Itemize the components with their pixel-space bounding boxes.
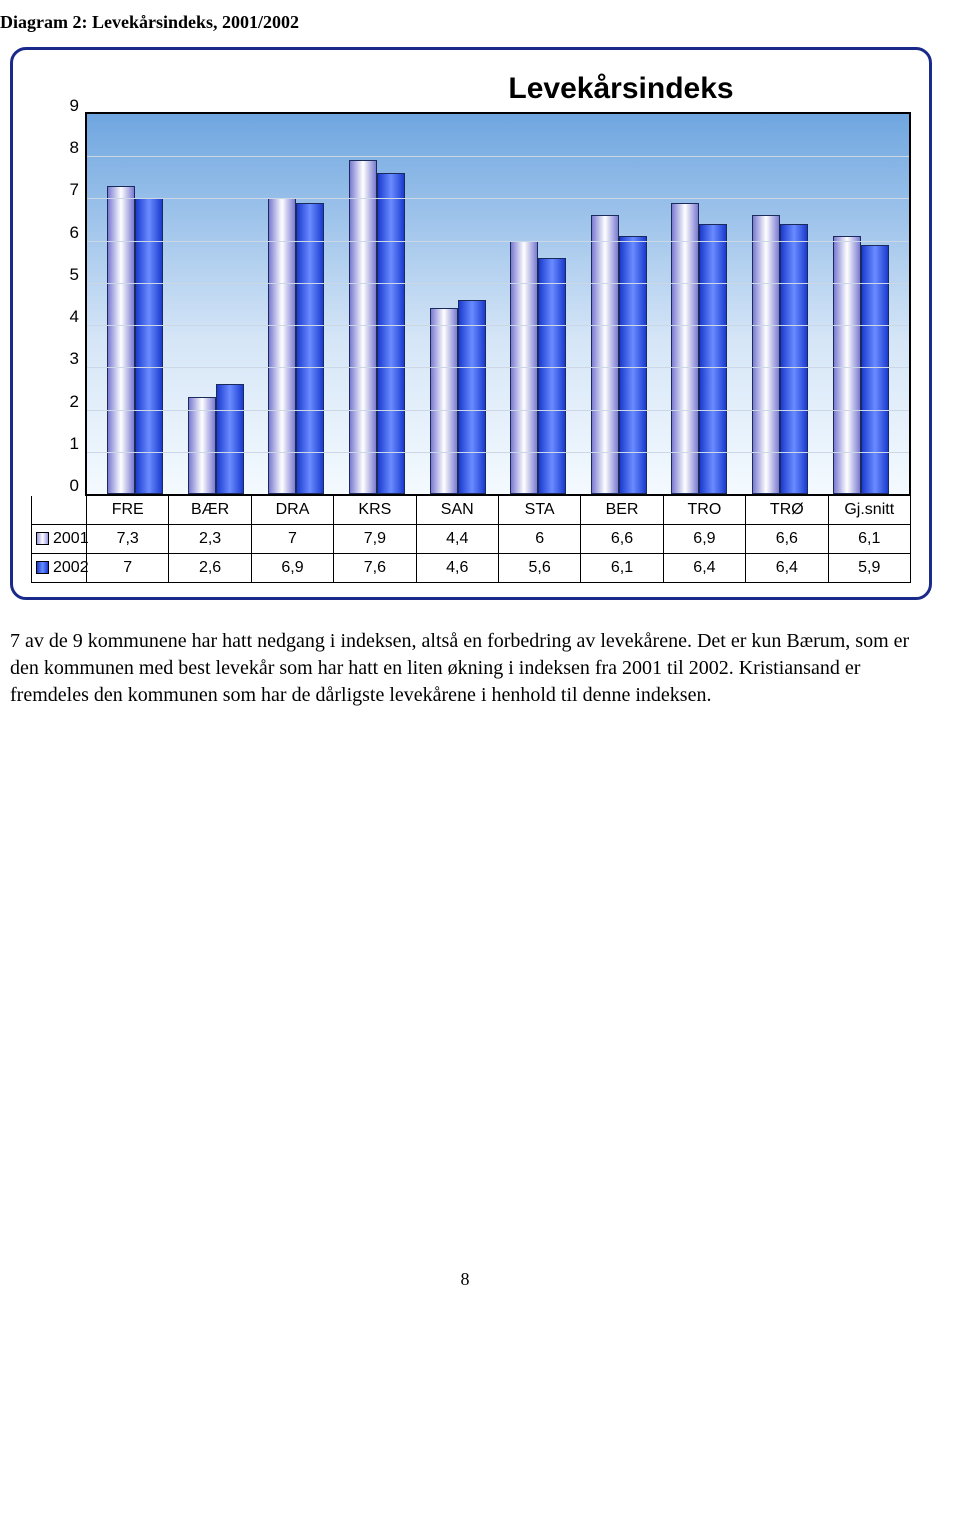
bar-2002 bbox=[296, 203, 324, 494]
table-header-cell: BÆR bbox=[169, 496, 251, 525]
table-cell: 6,1 bbox=[828, 525, 910, 554]
grid-line bbox=[87, 410, 909, 411]
bar-group bbox=[659, 203, 740, 494]
table-corner bbox=[32, 496, 87, 525]
table-cell: 6 bbox=[498, 525, 580, 554]
chart-data-table: FREBÆRDRAKRSSANSTABERTROTRØGj.snitt20017… bbox=[31, 496, 911, 583]
bar-group bbox=[417, 300, 498, 494]
grid-line bbox=[87, 241, 909, 242]
diagram-caption: Diagram 2: Levekårsindeks, 2001/2002 bbox=[0, 12, 930, 33]
table-header-cell: STA bbox=[498, 496, 580, 525]
bar-2002 bbox=[538, 258, 566, 494]
table-cell: 6,9 bbox=[663, 525, 745, 554]
table-cell: 4,6 bbox=[416, 554, 498, 583]
bar-group bbox=[337, 160, 418, 494]
table-cell: 5,9 bbox=[828, 554, 910, 583]
table-header-cell: TRØ bbox=[746, 496, 828, 525]
bar-2002 bbox=[780, 224, 808, 494]
bar-2002 bbox=[377, 173, 405, 494]
bar-2001 bbox=[268, 198, 296, 494]
table-cell: 6,4 bbox=[663, 554, 745, 583]
bar-2001 bbox=[430, 308, 458, 494]
bar-2002 bbox=[135, 198, 163, 494]
bars-layer bbox=[87, 114, 909, 494]
bar-2002 bbox=[699, 224, 727, 494]
plot-area bbox=[85, 112, 911, 496]
table-cell: 7,6 bbox=[334, 554, 416, 583]
table-row-label: 2002 bbox=[32, 554, 87, 583]
y-axis: 9876543210 bbox=[31, 112, 85, 492]
table-cell: 7 bbox=[87, 554, 169, 583]
bar-2001 bbox=[833, 236, 861, 494]
bar-group bbox=[820, 236, 901, 494]
grid-line bbox=[87, 198, 909, 199]
bar-2002 bbox=[619, 236, 647, 494]
table-cell: 6,6 bbox=[746, 525, 828, 554]
grid-line bbox=[87, 283, 909, 284]
table-cell: 7,3 bbox=[87, 525, 169, 554]
table-header-cell: FRE bbox=[87, 496, 169, 525]
table-header-cell: TRO bbox=[663, 496, 745, 525]
table-row-label: 2001 bbox=[32, 525, 87, 554]
table-cell: 7,9 bbox=[334, 525, 416, 554]
table-cell: 6,9 bbox=[251, 554, 333, 583]
table-header-cell: Gj.snitt bbox=[828, 496, 910, 525]
bar-2002 bbox=[216, 384, 244, 494]
bar-2001 bbox=[107, 186, 135, 494]
grid-line bbox=[87, 452, 909, 453]
grid-line bbox=[87, 367, 909, 368]
table-cell: 2,6 bbox=[169, 554, 251, 583]
chart-title: Levekårsindeks bbox=[331, 72, 911, 106]
table-header-cell: SAN bbox=[416, 496, 498, 525]
table-header-cell: DRA bbox=[251, 496, 333, 525]
bar-group bbox=[256, 198, 337, 494]
legend-swatch-2002 bbox=[36, 561, 49, 574]
chart-frame: Levekårsindeks 9876543210 FREBÆRDRAKRSSA… bbox=[10, 47, 932, 600]
table-cell: 7 bbox=[251, 525, 333, 554]
bar-group bbox=[176, 384, 257, 494]
bar-2001 bbox=[349, 160, 377, 494]
table-header-cell: KRS bbox=[334, 496, 416, 525]
bar-2001 bbox=[671, 203, 699, 494]
table-cell: 5,6 bbox=[498, 554, 580, 583]
table-cell: 6,4 bbox=[746, 554, 828, 583]
page-number: 8 bbox=[0, 1269, 930, 1290]
legend-swatch-2001 bbox=[36, 532, 49, 545]
table-cell: 6,1 bbox=[581, 554, 663, 583]
bar-2002 bbox=[458, 300, 486, 494]
table-header-cell: BER bbox=[581, 496, 663, 525]
table-cell: 4,4 bbox=[416, 525, 498, 554]
grid-line bbox=[87, 156, 909, 157]
grid-line bbox=[87, 325, 909, 326]
bar-group bbox=[95, 186, 176, 494]
table-cell: 2,3 bbox=[169, 525, 251, 554]
bar-2001 bbox=[188, 397, 216, 494]
body-paragraph: 7 av de 9 kommunene har hatt nedgang i i… bbox=[10, 628, 920, 709]
table-cell: 6,6 bbox=[581, 525, 663, 554]
